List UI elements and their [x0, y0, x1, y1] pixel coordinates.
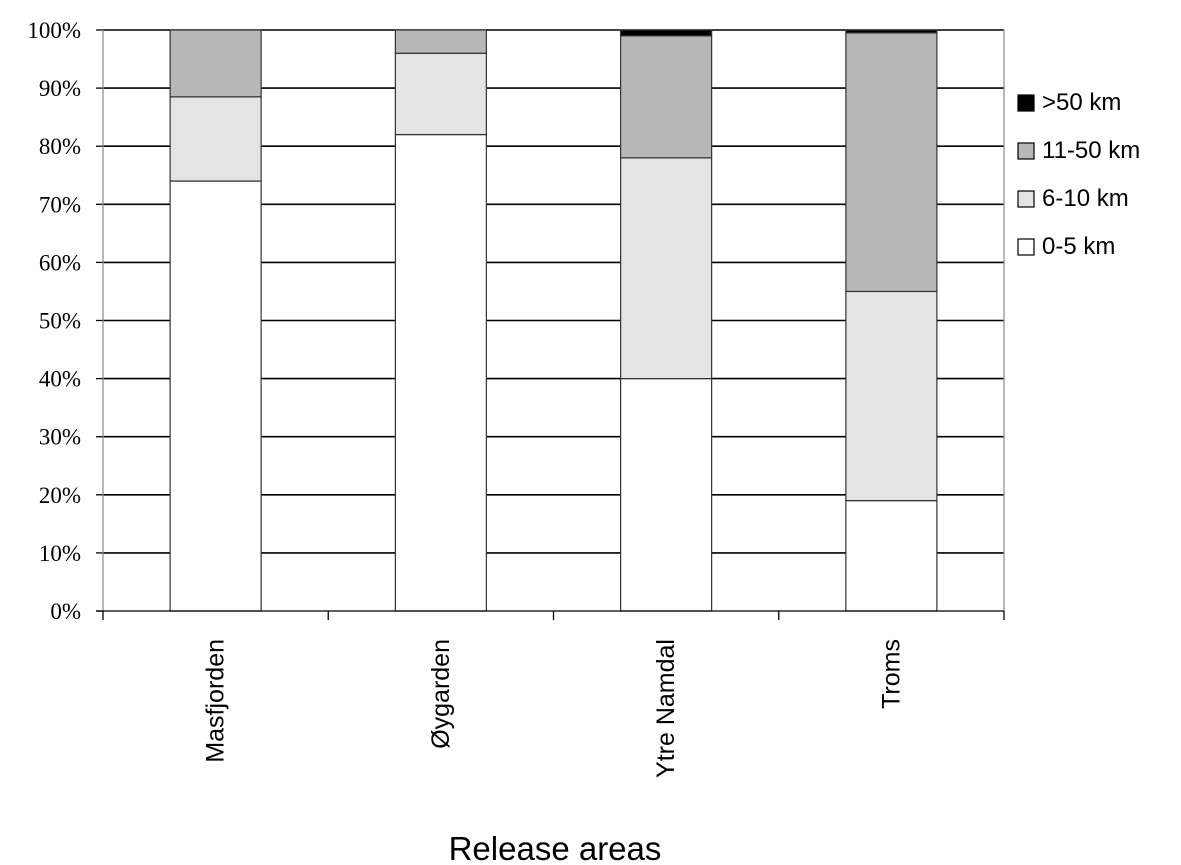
legend-swatch: [1017, 142, 1035, 160]
legend-swatch: [1017, 190, 1035, 208]
legend-swatch: [1017, 238, 1035, 256]
y-tick-label: 100%: [27, 18, 81, 43]
y-tick-label: 80%: [39, 134, 81, 159]
y-tick-label: 30%: [39, 425, 81, 450]
legend: >50 km 11-50 km 6-10 km 0-5 km: [1017, 89, 1140, 260]
y-tick-label: 40%: [39, 367, 81, 392]
bar-segment: [169, 29, 262, 98]
y-tick-label: 50%: [39, 309, 81, 334]
bar-segment: [620, 35, 713, 159]
bar-segment: [845, 29, 938, 34]
bar-segment: [169, 96, 262, 182]
x-tick-label: Masfjorden: [202, 639, 230, 763]
y-tick-labels: 0% 10% 20% 30% 40% 50% 60% 70% 80% 90% 100%: [27, 18, 81, 624]
bar-segment: [169, 180, 262, 612]
bar-segment: [394, 52, 487, 136]
y-tick-label: 10%: [39, 541, 81, 566]
legend-swatch: [1017, 94, 1035, 112]
legend-label: >50 km: [1042, 89, 1121, 116]
bar-segment: [394, 29, 487, 54]
x-tick-label: Troms: [877, 639, 905, 709]
y-tick-label: 0%: [50, 599, 81, 624]
y-tick-label: 90%: [39, 76, 81, 101]
y-tick-label: 20%: [39, 483, 81, 508]
legend-label: 0-5 km: [1042, 233, 1115, 260]
y-tick-label: 60%: [39, 250, 81, 275]
bar-segment: [845, 290, 938, 502]
bar-segment: [620, 157, 713, 380]
axes: [96, 29, 1005, 620]
bars: [169, 29, 938, 612]
bar-segment: [620, 378, 713, 612]
x-tick-label: Øygarden: [427, 639, 455, 749]
x-tick-label: Ytre Namdal: [652, 639, 680, 778]
legend-label: 6-10 km: [1042, 185, 1129, 212]
legend-label: 11-50 km: [1042, 137, 1140, 164]
x-tick-labels: Masfjorden Øygarden Ytre Namdal Troms: [202, 639, 906, 778]
bar-segment: [394, 133, 487, 612]
bar-segment: [845, 500, 938, 612]
x-axis-title: Release areas: [449, 830, 662, 865]
bar-segment: [845, 32, 938, 293]
y-tick-label: 70%: [39, 192, 81, 217]
bar-segment: [620, 29, 713, 37]
